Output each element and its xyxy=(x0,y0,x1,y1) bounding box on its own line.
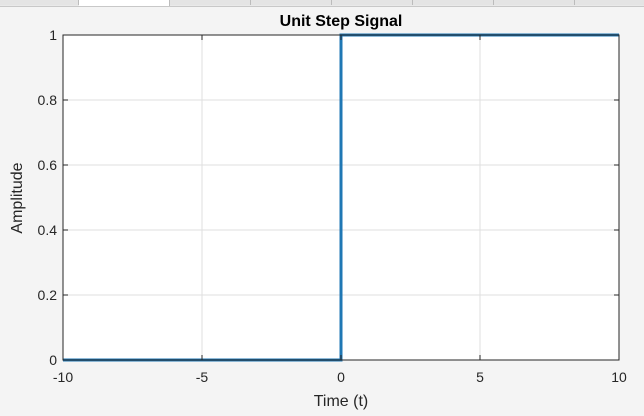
y-tick-label: 0.2 xyxy=(38,287,58,303)
y-tick-label: 1 xyxy=(49,27,57,43)
x-tick-label: -5 xyxy=(196,369,209,385)
y-tick-label: 0 xyxy=(49,352,57,368)
tab-7[interactable] xyxy=(494,0,575,5)
tab-5[interactable] xyxy=(332,0,413,5)
x-tick-label: -10 xyxy=(53,369,73,385)
y-axis-label: Amplitude xyxy=(9,162,26,233)
tab-8[interactable] xyxy=(575,0,644,5)
tab-1[interactable] xyxy=(0,0,79,5)
tab-6[interactable] xyxy=(413,0,494,5)
tab-3[interactable] xyxy=(170,0,251,5)
tab-4[interactable] xyxy=(251,0,332,5)
ticks xyxy=(62,34,620,361)
y-tick-labels: 0 0.2 0.4 0.6 0.8 1 xyxy=(38,27,58,368)
x-axis-label: Time (t) xyxy=(314,393,369,410)
tab-2[interactable] xyxy=(79,0,170,6)
y-tick-label: 0.4 xyxy=(38,222,58,238)
y-tick-label: 0.6 xyxy=(38,157,58,173)
tab-strip xyxy=(0,0,644,7)
chart-title: Unit Step Signal xyxy=(280,13,403,30)
x-tick-label: 5 xyxy=(476,369,484,385)
y-tick-label: 0.8 xyxy=(38,92,58,108)
x-tick-labels: -10 -5 0 5 10 xyxy=(53,369,627,385)
x-tick-label: 0 xyxy=(337,369,345,385)
x-tick-label: 10 xyxy=(611,369,627,385)
